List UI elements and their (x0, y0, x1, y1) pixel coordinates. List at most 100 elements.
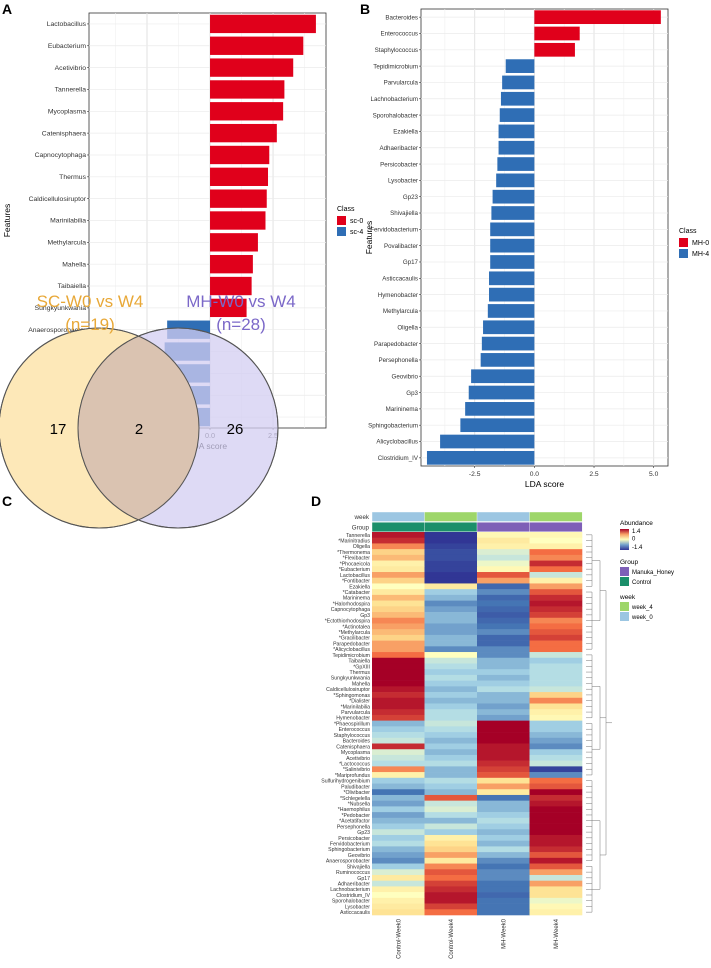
heatmap-cell (424, 692, 478, 699)
row-label-marinilabilia: *Marinilabilia (341, 704, 371, 710)
annotation-group-cell (371, 522, 425, 532)
tick-label-shivajiella: Shivajiella (390, 210, 418, 217)
tick-label-sporohalobacter: Sporohalobacter (373, 112, 418, 119)
heatmap-cell (477, 869, 530, 876)
legend-label-sc-4: sc-4 (350, 229, 363, 236)
heatmap-cell (424, 697, 478, 704)
heatmap-cell (424, 772, 478, 779)
heatmap-cell (424, 669, 478, 676)
heatmap-cell (372, 852, 425, 859)
heatmap-cell (529, 909, 583, 916)
heatmap-cell (424, 812, 478, 819)
tick-label-lachnobacterium: Lachnobacterium (371, 96, 418, 103)
heatmap-cell (372, 766, 425, 773)
row-label-phocaeicola: *Phocaeicola (340, 561, 370, 567)
heatmap-cell (372, 874, 425, 882)
row-label-enterococcus: Enterococcus (339, 727, 371, 733)
bar-persephonella (480, 353, 535, 367)
heatmap-cell (372, 909, 425, 916)
annotation-group-cell (476, 522, 530, 532)
heatmap-cell (424, 686, 478, 693)
row-label-persephonella: Persephonella (337, 824, 370, 830)
bar-persicobacter (497, 157, 535, 171)
heatmap-cell (424, 657, 478, 664)
abundance-tick-label: 0 (632, 537, 636, 543)
heatmap-cell (372, 629, 425, 636)
heatmap-cell (477, 840, 530, 847)
row-label-tepidimicrobium: Tepidimicrobium (333, 653, 370, 659)
annotation-group-cell (529, 522, 583, 532)
heatmap-cell (529, 549, 583, 556)
bar-sphingobacterium (460, 418, 535, 433)
heatmap-cell (372, 720, 425, 727)
heatmap-cell (372, 606, 425, 613)
heatmap-cell (424, 680, 478, 687)
bar-taibaiella (210, 276, 252, 296)
row-label-actinotalea: *Actinotalea (342, 624, 370, 630)
heatmap-cell (372, 640, 425, 647)
heatmap-cell (529, 857, 583, 864)
heatmap-cell (477, 709, 530, 716)
tick-label-tepidimicrobium: Tepidimicrobium (373, 63, 418, 70)
heatmap-cell (529, 794, 583, 801)
heatmap-cell (529, 686, 583, 693)
heatmap-cell (529, 886, 583, 893)
tick-label-mahella: Mahella (62, 261, 86, 268)
heatmap-cell (477, 766, 530, 773)
x-tick-label: 2.5 (589, 471, 599, 478)
row-label-gp17: Gp17 (357, 876, 370, 882)
heatmap-cell (424, 892, 478, 899)
bar-marininema (465, 402, 535, 416)
legend-swatch-mh-4 (679, 249, 688, 258)
heatmap-cell (477, 754, 530, 761)
bar-eubacterium (210, 36, 304, 55)
heatmap-cell (477, 566, 530, 573)
heatmap-cell (372, 594, 425, 601)
heatmap-cell (424, 720, 478, 727)
tick-label-marininema: Marininema (386, 406, 419, 413)
bar-lysobacter (496, 173, 535, 188)
heatmap-cell (477, 874, 530, 882)
row-label-staphylococcus: Staphylococcus (334, 733, 371, 739)
heatmap-cell (424, 714, 478, 721)
heatmap-cell (372, 886, 425, 893)
heatmap-cell (372, 623, 425, 630)
heatmap-cell (424, 703, 478, 710)
heatmap-cell (529, 560, 583, 567)
heatmap-cell (477, 852, 530, 859)
bar-mycoplasma (210, 102, 284, 121)
heatmap-cell (424, 874, 478, 882)
row-label-anaerosporobacter: Anaerosporobacter (326, 859, 370, 865)
legend-swatch-week-4 (620, 602, 629, 611)
bar-sungkyunkwania (210, 298, 247, 318)
heatmap-cell (477, 617, 530, 624)
bar-sporohalobacter (499, 108, 535, 122)
abundance-tick-label: 1.4 (632, 529, 641, 535)
heatmap-cell (477, 829, 530, 836)
bar-adhaeribacter (498, 140, 535, 155)
heatmap-cell (477, 554, 530, 561)
bar-methylarcula (210, 233, 258, 252)
heatmap-cell (529, 834, 583, 841)
bar-caldicellulosiruptor (210, 189, 267, 208)
row-label-nubsella: *Nubsella (348, 801, 370, 807)
row-label-ezakiella: Ezakiella (349, 584, 370, 590)
bar-tepidimicrobium (505, 59, 535, 73)
annotation-week-cell (476, 511, 530, 522)
heatmap-cell (372, 789, 425, 796)
heatmap-cell (424, 789, 478, 796)
heatmap-cell (529, 623, 583, 630)
heatmap-cell (477, 772, 530, 779)
heatmap-cell (372, 657, 425, 664)
heatmap-cell (372, 692, 425, 699)
heatmap-cell (529, 737, 583, 744)
heatmap-cell (424, 560, 478, 567)
heatmap-cell (372, 800, 425, 807)
heatmap-cell (372, 869, 425, 876)
heatmap-cell (529, 652, 583, 659)
row-label-fontibacter: *Fontibacter (342, 579, 370, 585)
row-label-salinivibrio: *Salinivibrio (343, 767, 370, 773)
bar-gp23 (492, 189, 535, 204)
lda-chart-mh: Bacteroides Enterococcus Staphylococcus Tep… (364, 8, 709, 489)
heatmap-cell (477, 577, 530, 584)
